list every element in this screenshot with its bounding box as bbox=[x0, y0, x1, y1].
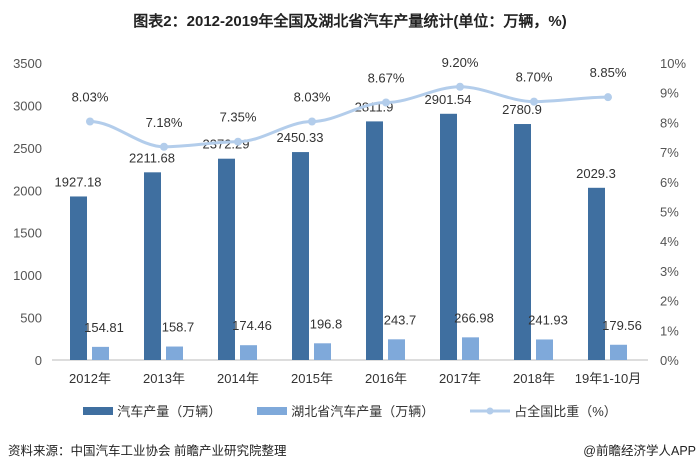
bar-label-hubei: 241.93 bbox=[528, 312, 568, 327]
y2-tick-label: 6% bbox=[660, 175, 679, 190]
bar-national bbox=[218, 158, 235, 360]
share-label: 8.67% bbox=[368, 71, 405, 86]
bar-label-national: 2211.68 bbox=[129, 150, 175, 165]
legend-line-marker bbox=[470, 407, 511, 414]
legend-item-share: 占全国比重（%） bbox=[470, 401, 617, 420]
y-tick-label: 0 bbox=[35, 353, 42, 368]
share-label: 9.20% bbox=[442, 55, 479, 70]
y2-tick-label: 7% bbox=[660, 145, 679, 160]
share-point bbox=[160, 142, 168, 151]
share-label: 8.03% bbox=[72, 90, 109, 105]
bar-label-hubei: 196.8 bbox=[310, 316, 343, 331]
legend-swatch bbox=[83, 406, 114, 415]
brand-note: @前瞻经济学人APP bbox=[583, 444, 696, 458]
share-label: 8.70% bbox=[516, 70, 553, 85]
share-label: 8.03% bbox=[294, 90, 331, 105]
chart-title: 图表2：2012-2019年全国及湖北省汽车产量统计(单位：万辆，%) bbox=[133, 13, 567, 30]
bar-label-hubei: 158.7 bbox=[162, 320, 195, 335]
legend-swatch bbox=[257, 406, 288, 415]
bar-hubei bbox=[462, 337, 479, 360]
bar-national bbox=[514, 124, 531, 360]
source-note: 资料来源：中国汽车工业协会 前瞻产业研究院整理 bbox=[8, 444, 287, 458]
bar-national bbox=[366, 121, 383, 360]
bar-label-national: 2901.54 bbox=[425, 92, 472, 107]
bar-label-hubei: 154.81 bbox=[84, 320, 124, 335]
bar-label-national: 2450.33 bbox=[277, 130, 324, 145]
legend-label: 汽车产量（万辆） bbox=[117, 404, 222, 419]
share-label: 7.18% bbox=[146, 115, 183, 130]
x-tick-label: 2014年 bbox=[217, 371, 259, 386]
y-tick-label: 2500 bbox=[13, 141, 42, 156]
bar-national bbox=[440, 113, 457, 361]
y2-tick-label: 0% bbox=[660, 353, 679, 368]
bar-label-hubei: 179.56 bbox=[602, 318, 642, 333]
y-tick-label: 3500 bbox=[13, 56, 42, 71]
x-tick-label: 2017年 bbox=[439, 371, 481, 386]
legend-label: 占全国比重（%） bbox=[514, 404, 617, 419]
x-tick-label: 2015年 bbox=[291, 371, 333, 386]
bar-national bbox=[588, 187, 605, 360]
share-point bbox=[308, 117, 316, 126]
bar-hubei bbox=[92, 346, 109, 360]
bar-hubei bbox=[314, 343, 331, 360]
bar-hubei bbox=[388, 339, 405, 360]
share-point bbox=[456, 82, 464, 91]
x-tick-label: 2018年 bbox=[513, 371, 555, 386]
x-tick-label: 2016年 bbox=[365, 371, 407, 386]
y2-tick-label: 1% bbox=[660, 323, 679, 338]
share-label: 7.35% bbox=[220, 110, 257, 125]
share-point bbox=[530, 97, 538, 106]
legend-item-hubei: 湖北省汽车产量（万辆） bbox=[257, 401, 434, 420]
bar-label-hubei: 243.7 bbox=[384, 312, 417, 327]
y-tick-label: 500 bbox=[20, 311, 42, 326]
bar-national bbox=[70, 196, 87, 360]
legend-item-national: 汽车产量（万辆） bbox=[83, 401, 221, 420]
bar-national bbox=[292, 152, 309, 360]
share-point bbox=[86, 117, 94, 126]
plot-area: 0 500 1000 1500 2000 2500 3000 3500 0% 1% 2% 3% 4% 5%… bbox=[13, 55, 686, 386]
y2-tick-label: 10% bbox=[660, 56, 686, 71]
bar-hubei bbox=[610, 344, 627, 360]
y2-tick-label: 3% bbox=[660, 264, 679, 279]
x-tick-label: 19年1-10月 bbox=[575, 371, 641, 386]
y-tick-label: 1000 bbox=[13, 268, 42, 283]
y-tick-label: 3000 bbox=[13, 98, 42, 113]
bar-label-national: 2029.3 bbox=[576, 166, 616, 181]
y2-tick-label: 8% bbox=[660, 115, 679, 130]
bar-label-hubei: 266.98 bbox=[454, 310, 494, 325]
bar-label-national: 1927.18 bbox=[55, 174, 102, 189]
legend: 汽车产量（万辆） 湖北省汽车产量（万辆） 占全国比重（%） bbox=[0, 401, 700, 420]
share-point bbox=[604, 93, 612, 102]
bar-hubei bbox=[536, 339, 553, 360]
y2-tick-label: 9% bbox=[660, 86, 679, 101]
bar-national bbox=[144, 172, 161, 360]
bar-hubei bbox=[240, 345, 257, 360]
share-label: 8.85% bbox=[590, 65, 627, 80]
x-tick-label: 2012年 bbox=[69, 371, 111, 386]
y2-tick-label: 5% bbox=[660, 205, 679, 220]
y-tick-label: 1500 bbox=[13, 226, 42, 241]
x-tick-label: 2013年 bbox=[143, 371, 185, 386]
bar-label-hubei: 174.46 bbox=[232, 318, 272, 333]
y2-tick-label: 2% bbox=[660, 294, 679, 309]
bar-label-national: 2780.9 bbox=[502, 102, 542, 117]
y2-tick-label: 4% bbox=[660, 234, 679, 249]
bar-hubei bbox=[166, 346, 183, 360]
legend-label: 湖北省汽车产量（万辆） bbox=[291, 404, 435, 419]
y-tick-label: 2000 bbox=[13, 183, 42, 198]
share-point bbox=[382, 98, 390, 107]
share-point bbox=[234, 137, 242, 146]
